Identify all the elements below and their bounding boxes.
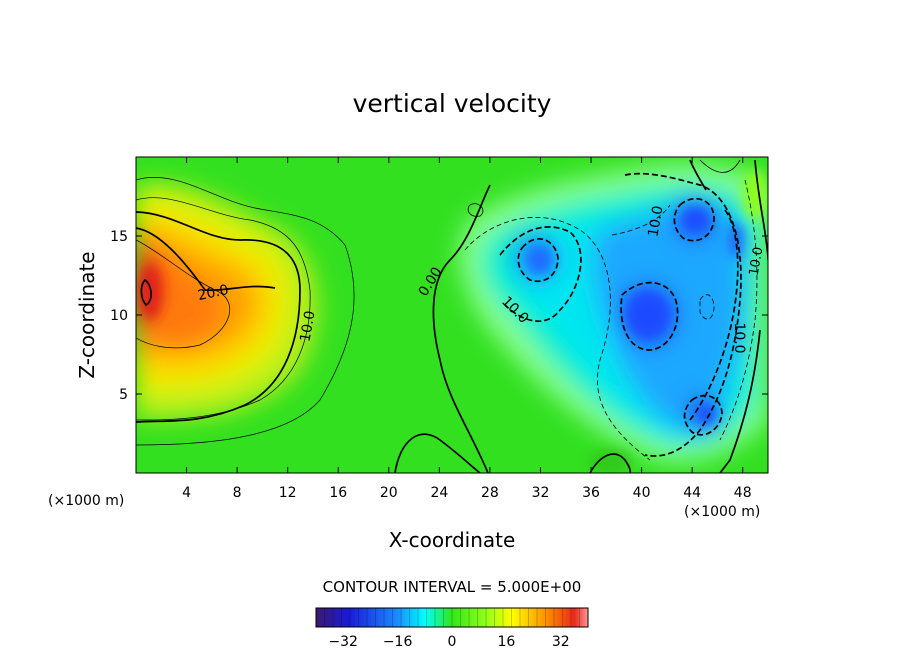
contour-lines <box>136 159 768 473</box>
colorbar-tick-label: 0 <box>448 634 457 650</box>
x-tick-label: 48 <box>734 485 752 501</box>
colorbar <box>315 607 589 628</box>
x-tick-label: 20 <box>380 485 398 501</box>
x-tick-label: 12 <box>279 485 297 501</box>
y-tick-label: 5 <box>119 387 128 403</box>
contour-label: 10.0 <box>747 246 767 277</box>
contour-label: 10.0 <box>645 205 666 238</box>
x-tick-label: 16 <box>329 485 347 501</box>
x-tick-label: 8 <box>233 485 242 501</box>
contour-interval-label: CONTOUR INTERVAL = 5.000E+00 <box>323 578 582 596</box>
contour-label-group: 20.0 10.0 0.00 10.0 10.0 10.0 10.0 <box>196 205 766 354</box>
x-tick-label: 36 <box>582 485 600 501</box>
x-tick-label: 24 <box>430 485 448 501</box>
velocity-field: 20.0 10.0 0.00 10.0 10.0 10.0 10.0 <box>136 157 768 473</box>
x-unit-left: (×1000 m) <box>48 493 124 509</box>
contour-label: 10.0 <box>731 322 747 353</box>
chart-title: vertical velocity <box>353 89 552 118</box>
contour-label: 20.0 <box>196 282 230 304</box>
x-tick-label: 28 <box>481 485 499 501</box>
colorbar-tick-label: −32 <box>328 634 358 650</box>
x-tick-label: 44 <box>683 485 701 501</box>
x-unit-right: (×1000 m) <box>684 504 760 520</box>
y-tick-label: 15 <box>110 229 128 245</box>
x-tick-label: 4 <box>182 485 191 501</box>
colorbar-tick-label: −16 <box>383 634 413 650</box>
colorbar-tick-label: 16 <box>497 634 515 650</box>
x-axis-label: X-coordinate <box>389 528 516 552</box>
colorbar-tick-label: 32 <box>552 634 570 650</box>
x-tick-label: 40 <box>633 485 651 501</box>
y-axis-label: Z-coordinate <box>75 251 99 378</box>
colorbar-ticks: −32 −16 0 16 32 <box>315 608 589 650</box>
y-tick-label: 10 <box>110 308 128 324</box>
x-tick-label: 32 <box>532 485 550 501</box>
contour-label: 10.0 <box>297 310 318 343</box>
